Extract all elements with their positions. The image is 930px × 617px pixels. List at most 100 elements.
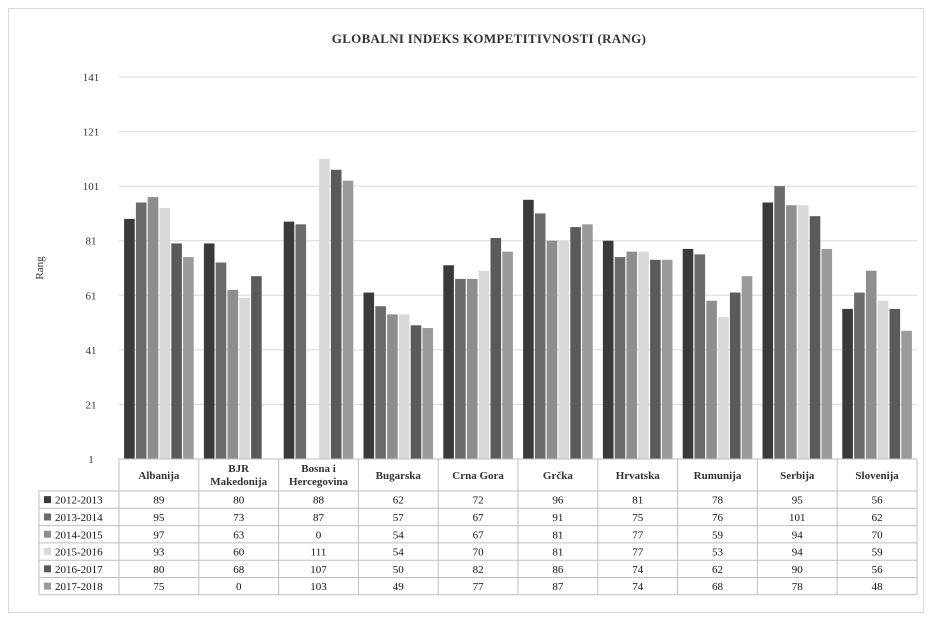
bar: [443, 265, 454, 459]
bar: [762, 202, 774, 459]
bar: [694, 254, 706, 459]
bar: [147, 197, 159, 459]
table-cell: 78: [712, 495, 724, 507]
gridlines: [119, 76, 917, 460]
table-cell: 59: [712, 529, 724, 541]
table-cell: 62: [712, 564, 723, 576]
bar: [183, 257, 194, 459]
table-cell: 96: [552, 495, 564, 507]
table-cell: 80: [153, 564, 165, 576]
y-tick-label: 1: [88, 454, 94, 466]
table-cell: 54: [393, 547, 405, 559]
bar: [614, 257, 626, 459]
bar: [227, 289, 239, 459]
category-label: Makedonija: [210, 476, 267, 488]
legend-label: 2017-2018: [55, 581, 103, 593]
table-cell: 81: [552, 547, 563, 559]
bar: [422, 328, 434, 459]
table-cell: 87: [313, 512, 325, 524]
bar: [546, 240, 558, 459]
y-tick-label: 41: [86, 345, 97, 357]
table-cell: 63: [233, 529, 245, 541]
bar-chart: GLOBALNI INDEKS KOMPETITIVNOSTI (RANG) R…: [34, 31, 918, 596]
chart-title: GLOBALNI INDEKS KOMPETITIVNOSTI (RANG): [332, 31, 646, 46]
table-cell: 74: [632, 564, 644, 576]
bar: [124, 218, 135, 459]
table-cell: 60: [233, 547, 245, 559]
bar: [626, 251, 638, 459]
bar: [534, 213, 546, 459]
category-label: Crna Gora: [452, 470, 504, 482]
bar: [283, 221, 295, 459]
table-cell: 80: [233, 495, 245, 507]
table-cell: 76: [712, 512, 724, 524]
category-label: Hercegovina: [289, 476, 349, 488]
table-cell: 77: [473, 581, 485, 593]
table-cell: 93: [153, 547, 165, 559]
table-cell: 68: [712, 581, 724, 593]
table-cell: 101: [789, 512, 806, 524]
table-cell: 111: [311, 547, 327, 559]
table-cell: 103: [310, 581, 327, 593]
bar: [239, 298, 250, 459]
legend-label: 2015-2016: [55, 547, 103, 559]
category-label: Hrvatska: [616, 470, 661, 482]
table-cell: 67: [473, 512, 485, 524]
bar: [854, 292, 865, 459]
legend-swatch: [44, 565, 51, 573]
table-cell: 95: [153, 512, 165, 524]
y-tick-label: 121: [83, 127, 100, 139]
bar: [455, 278, 466, 459]
bar: [319, 158, 330, 460]
category-label: Slovenija: [855, 470, 899, 482]
table-cell: 53: [712, 547, 724, 559]
bar: [410, 325, 422, 459]
legend-swatch: [44, 548, 51, 556]
category-label: Bosna i: [301, 463, 336, 475]
bar: [398, 314, 410, 459]
bar: [682, 248, 694, 459]
bar: [582, 224, 593, 459]
table-cell: 77: [632, 547, 644, 559]
chart-frame: GLOBALNI INDEKS KOMPETITIVNOSTI (RANG) R…: [8, 8, 924, 613]
bar: [342, 180, 354, 459]
bar: [797, 205, 809, 459]
table-cell: 81: [632, 495, 643, 507]
category-label: Albanija: [138, 470, 179, 482]
table-cell: 49: [393, 581, 405, 593]
table-cell: 70: [473, 547, 485, 559]
bar: [490, 237, 502, 459]
category-label: Grčka: [543, 470, 573, 482]
table-cell: 56: [872, 495, 884, 507]
bars: [124, 158, 912, 460]
table-cell: 91: [552, 512, 563, 524]
bar: [809, 216, 821, 459]
category-label: Serbija: [780, 470, 815, 482]
table-cell: 0: [236, 581, 242, 593]
y-axis-label: Rang: [34, 256, 46, 280]
table-cell: 0: [316, 529, 322, 541]
bar: [159, 207, 171, 459]
table-cell: 74: [632, 581, 644, 593]
bar: [706, 300, 717, 459]
table-cell: 54: [393, 529, 405, 541]
bar: [661, 259, 673, 459]
table-cell: 56: [872, 564, 884, 576]
bar: [570, 227, 581, 459]
table-cell: 75: [153, 581, 165, 593]
table-cell: 75: [632, 512, 644, 524]
legend-label: 2014-2015: [55, 529, 103, 541]
bar: [330, 169, 342, 459]
legend-swatch: [44, 513, 51, 521]
table-cell: 90: [792, 564, 804, 576]
y-tick-label: 101: [83, 181, 100, 193]
table-cell: 62: [393, 495, 404, 507]
bar: [842, 308, 853, 459]
y-tick-label: 141: [83, 72, 100, 84]
bar: [774, 186, 785, 459]
bar: [363, 292, 375, 459]
category-label: Rumunija: [694, 470, 742, 482]
legend-swatch: [44, 530, 51, 538]
bar: [865, 270, 877, 459]
